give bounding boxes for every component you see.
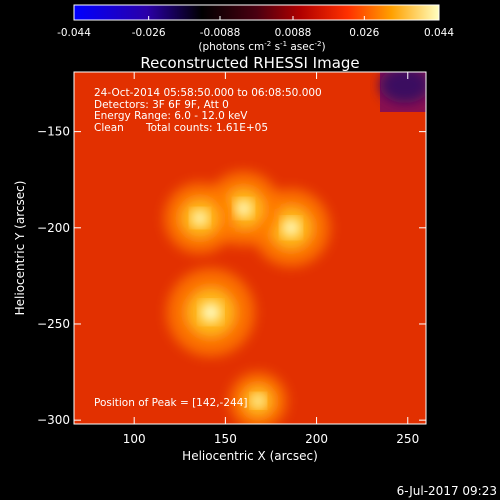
colorbar-tick-label: 0.026 bbox=[349, 27, 379, 39]
source-peak bbox=[191, 210, 208, 227]
peak-position-text: Position of Peak = [142,-244] bbox=[94, 397, 248, 409]
source-peak bbox=[235, 200, 253, 217]
y-tick-label: −300 bbox=[37, 413, 70, 427]
total-counts-text: Total counts: 1.61E+05 bbox=[146, 121, 269, 134]
colorbar bbox=[73, 4, 440, 21]
plot-frame bbox=[73, 71, 427, 425]
source-peak bbox=[251, 394, 265, 408]
source-peak bbox=[282, 219, 300, 237]
y-axis-label: Heliocentric Y (arcsec) bbox=[13, 181, 27, 316]
chart-title: Reconstructed RHESSI Image bbox=[140, 54, 359, 72]
detectors-text: Detectors: 3F 6F 9F, Att 0 bbox=[94, 98, 229, 111]
x-tick-label: 100 bbox=[123, 432, 146, 446]
colorbar-tick-label: -0.0088 bbox=[200, 27, 241, 39]
x-tick-label: 250 bbox=[396, 432, 419, 446]
y-tick-label: −200 bbox=[37, 221, 70, 235]
x-axis-label: Heliocentric X (arcsec) bbox=[182, 449, 318, 463]
x-tick-label: 150 bbox=[214, 432, 237, 446]
colorbar-tick-label: -0.026 bbox=[132, 27, 166, 39]
colorbar-tick-label: 0.044 bbox=[424, 27, 454, 39]
time-range-text: 24-Oct-2014 05:58:50.000 to 06:08:50.000 bbox=[94, 87, 322, 99]
y-tick-label: −150 bbox=[37, 125, 70, 139]
colorbar-units: (photons cm-2 s-1 asec-2) bbox=[198, 40, 325, 53]
energy-range-text: Energy Range: 6.0 - 12.0 keV bbox=[94, 110, 248, 122]
heatmap-image bbox=[74, 72, 426, 424]
source-peak bbox=[200, 302, 221, 323]
x-axis: 100 150 200 250 bbox=[123, 72, 419, 446]
colorbar-tick-label: 0.0088 bbox=[275, 27, 312, 39]
colorbar-tick-label: -0.044 bbox=[57, 27, 91, 39]
colorbar-ticks: -0.044 -0.026 -0.0088 0.0088 0.026 0.044 bbox=[57, 16, 454, 39]
method-text: Clean bbox=[94, 121, 124, 134]
y-tick-label: −250 bbox=[37, 317, 70, 331]
y-axis: −150 −200 −250 −300 bbox=[37, 125, 426, 427]
x-tick-label: 200 bbox=[305, 432, 328, 446]
date-stamp: 6-Jul-2017 09:23 bbox=[396, 484, 497, 498]
